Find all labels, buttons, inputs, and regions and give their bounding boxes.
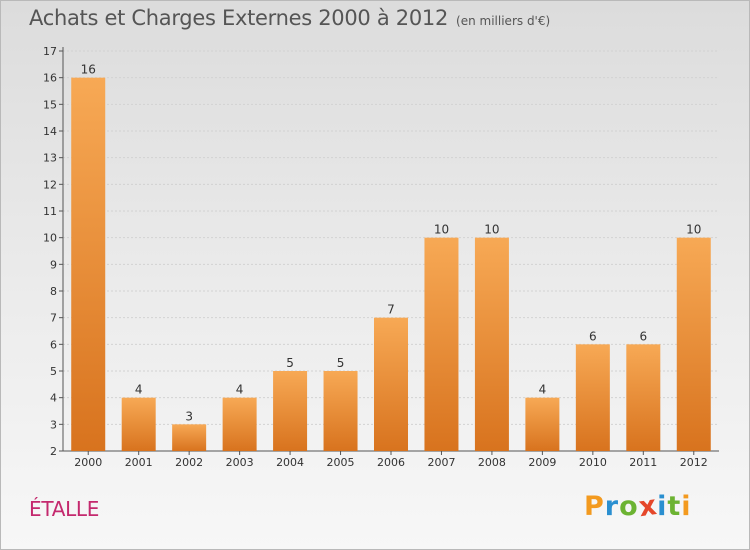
value-label: 6 (589, 329, 597, 343)
value-label: 5 (286, 356, 294, 370)
x-tick-label: 2003 (226, 456, 254, 469)
bar-2000 (71, 77, 106, 452)
x-tick-label: 2011 (629, 456, 657, 469)
y-tick-label: 3 (50, 418, 57, 431)
logo-letter: x (636, 489, 660, 524)
x-tick-label: 2009 (528, 456, 556, 469)
x-tick-label: 2005 (327, 456, 355, 469)
y-tick-label: 9 (50, 258, 57, 271)
logo-letter: i (657, 491, 668, 522)
x-tick-label: 2000 (74, 456, 102, 469)
y-tick-label: 13 (43, 152, 57, 165)
y-tick-label: 16 (43, 72, 57, 85)
chart-title-text: Achats et Charges Externes 2000 à 2012 (29, 6, 449, 30)
x-tick-label: 2012 (680, 456, 708, 469)
y-tick-label: 6 (50, 338, 57, 351)
value-label: 4 (135, 383, 143, 397)
bar-2012 (676, 237, 711, 451)
bar-2008 (474, 237, 509, 451)
bar-2010 (575, 344, 610, 451)
y-tick-label: 17 (43, 45, 57, 58)
x-tick-label: 2002 (175, 456, 203, 469)
bar-2003 (222, 397, 257, 451)
value-label: 3 (185, 409, 193, 423)
y-tick-label: 14 (43, 125, 57, 138)
logo-letter: i (681, 491, 692, 522)
x-tick-label: 2004 (276, 456, 304, 469)
bar-2009 (525, 397, 560, 451)
bar-2002 (172, 424, 207, 451)
value-label: 6 (639, 329, 647, 343)
bar-2006 (374, 317, 408, 451)
bar-2004 (273, 371, 308, 451)
x-tick-label: 2001 (125, 456, 153, 469)
y-tick-label: 7 (50, 312, 57, 325)
x-tick-label: 2006 (377, 456, 405, 469)
y-tick-label: 12 (43, 178, 57, 191)
logo-letter: P (584, 491, 605, 522)
chart-title: Achats et Charges Externes 2000 à 2012 (e… (29, 6, 550, 30)
x-tick-label: 2007 (427, 456, 455, 469)
value-label: 10 (686, 223, 701, 237)
x-tick-label: 2008 (478, 456, 506, 469)
value-label: 10 (434, 223, 449, 237)
bar-2001 (121, 397, 156, 451)
logo-letter: t (667, 491, 682, 522)
value-label: 16 (81, 63, 96, 77)
value-label: 10 (484, 223, 499, 237)
value-label: 4 (236, 383, 244, 397)
value-label: 7 (387, 303, 395, 317)
x-tick-label: 2010 (579, 456, 607, 469)
y-tick-label: 15 (43, 98, 57, 111)
y-tick-label: 8 (50, 285, 57, 298)
value-label: 5 (337, 356, 345, 370)
bar-2005 (323, 371, 358, 451)
y-tick-label: 5 (50, 365, 57, 378)
logo-letter: o (619, 491, 639, 522)
bar-2011 (626, 344, 661, 451)
bar-2007 (424, 237, 459, 451)
x-axis-ticks: 2000 2001 2002 2003 2004 2005 2006 2007 2008 2009… (74, 451, 708, 469)
y-tick-label: 2 (50, 445, 57, 458)
value-label: 4 (539, 383, 547, 397)
y-tick-label: 11 (43, 205, 57, 218)
chart-unit: (en milliers d'€) (456, 14, 551, 28)
logo-letter: r (604, 491, 620, 522)
y-axis-ticks: 2 3 4 5 6 7 8 9 10 11 12 13 14 15 16 17 (43, 45, 63, 458)
y-tick-label: 4 (50, 392, 57, 405)
proxiti-logo: Proxiti (584, 489, 692, 524)
commune-name: ÉTALLE (29, 497, 100, 521)
bars (71, 77, 711, 452)
value-labels: 16 4 3 4 5 5 7 10 10 4 6 6 10 (81, 63, 702, 424)
y-tick-label: 10 (43, 232, 57, 245)
